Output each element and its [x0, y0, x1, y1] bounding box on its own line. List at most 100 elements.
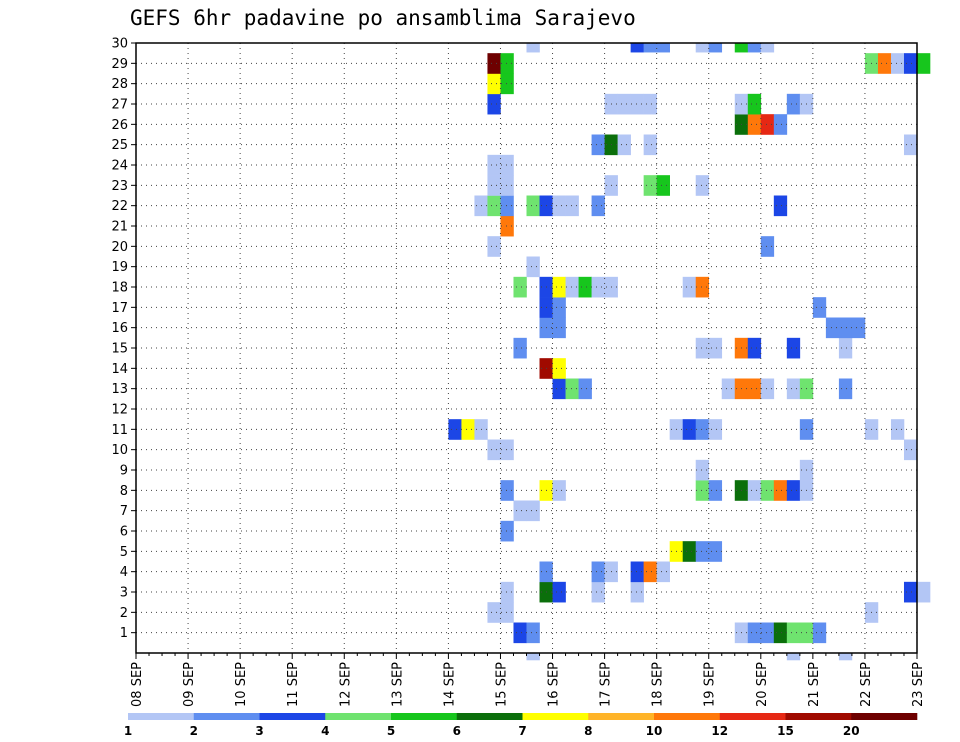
legend-swatch — [193, 713, 260, 720]
heatmap-cell — [747, 480, 762, 501]
heatmap-cell — [513, 276, 527, 298]
heatmap-cell — [786, 480, 801, 501]
y-tick-label: 25 — [111, 138, 128, 153]
heatmap-cell — [747, 622, 762, 644]
cells-layer — [448, 43, 931, 661]
heatmap-cell — [643, 175, 657, 196]
heatmap-cell — [656, 43, 670, 53]
x-tick-label: 11 SEP — [286, 662, 301, 707]
x-tick-label: 15 SEP — [494, 662, 509, 707]
x-tick-label: 18 SEP — [651, 662, 666, 707]
heatmap-cell — [487, 602, 501, 623]
y-tick-label: 20 — [111, 240, 128, 255]
heatmap-cell — [552, 276, 566, 298]
heatmap-cell — [630, 93, 644, 115]
heatmap-cell — [448, 419, 462, 440]
y-tick-label: 2 — [120, 606, 128, 621]
y-tick-label: 22 — [111, 199, 128, 214]
heatmap-cell — [695, 541, 710, 562]
heatmap-cell — [695, 419, 710, 440]
heatmap-cell — [760, 480, 775, 501]
heatmap-cell — [682, 276, 697, 298]
heatmap-cell — [526, 653, 540, 661]
heatmap-cell — [747, 337, 762, 359]
heatmap-cell — [760, 622, 775, 644]
heatmap-cell — [513, 500, 527, 522]
heatmap-cell — [487, 53, 501, 74]
heatmap-cell — [565, 195, 579, 217]
x-tick-label: 14 SEP — [442, 662, 457, 707]
heatmap-cell — [591, 561, 605, 583]
legend-swatch — [456, 713, 523, 720]
heatmap-cell — [760, 236, 775, 257]
heatmap-cell — [708, 541, 723, 562]
y-tick-label: 18 — [111, 281, 128, 296]
heatmap-cell — [565, 276, 579, 298]
legend-label: 10 — [646, 724, 663, 738]
heatmap-cell — [773, 480, 788, 501]
y-tick-label: 10 — [111, 443, 128, 458]
y-tick-label: 23 — [111, 179, 128, 194]
grid-layer — [136, 43, 917, 653]
heatmap-cell — [786, 622, 801, 644]
heatmap-cell — [500, 175, 514, 196]
y-tick-label: 29 — [111, 57, 128, 72]
x-tick-label: 22 SEP — [859, 662, 874, 707]
heatmap-cell — [708, 337, 723, 359]
legend-label: 15 — [777, 724, 794, 738]
heatmap-cell — [851, 317, 866, 339]
heatmap-cell — [917, 53, 931, 74]
legend-label: 8 — [584, 724, 592, 738]
heatmap-cell — [500, 53, 514, 74]
heatmap-cell — [630, 561, 644, 583]
heatmap-cell — [552, 581, 566, 603]
y-tick-label: 16 — [111, 321, 128, 336]
legend-swatch — [851, 713, 918, 720]
heatmap-cell — [500, 439, 514, 461]
x-tick-label: 12 SEP — [338, 662, 353, 707]
x-tick-label: 09 SEP — [182, 662, 197, 707]
heatmap-cell — [695, 459, 710, 481]
heatmap-cell — [903, 53, 918, 74]
heatmap-cell — [526, 43, 540, 53]
heatmap-cell — [552, 378, 566, 400]
y-tick-label: 5 — [120, 545, 128, 560]
heatmap-cell — [786, 653, 801, 661]
legend-swatch — [522, 713, 589, 720]
heatmap-cell — [565, 378, 579, 400]
chart-title: GEFS 6hr padavine po ansamblima Sarajevo — [130, 6, 636, 30]
heatmap-cell — [812, 297, 827, 318]
heatmap-cell — [890, 419, 905, 440]
heatmap-cell — [552, 195, 566, 217]
heatmap-cell — [695, 480, 710, 501]
legend-label: 1 — [124, 724, 132, 738]
heatmap-cell — [500, 581, 514, 603]
y-tick-label: 12 — [111, 403, 128, 418]
heatmap-cell — [695, 337, 710, 359]
heatmap-cell — [890, 53, 905, 74]
legend-layer: 1 2 3 4 5 6 7 8 10 12 15 20 — [124, 713, 918, 738]
heatmap-cell — [682, 541, 697, 562]
legend-swatch — [325, 713, 392, 720]
legend-label: 12 — [711, 724, 728, 738]
legend-swatch — [259, 713, 326, 720]
legend-label: 2 — [190, 724, 198, 738]
x-tick-label: 17 SEP — [599, 662, 614, 707]
y-tick-label: 15 — [111, 342, 128, 357]
y-tick-label: 27 — [111, 98, 128, 113]
x-tick-label: 08 SEP — [130, 662, 145, 707]
heatmap-cell — [708, 480, 723, 501]
x-tick-label: 16 SEP — [547, 662, 562, 707]
y-tick-label: 30 — [111, 37, 128, 52]
heatmap-cell — [500, 480, 514, 501]
heatmap-cell — [617, 134, 631, 156]
legend-swatch — [785, 713, 852, 720]
x-tick-label: 21 SEP — [807, 662, 822, 707]
heatmap-cell — [630, 581, 644, 603]
heatmap-cell — [591, 134, 605, 156]
y-tick-label: 28 — [111, 77, 128, 92]
y-tick-label: 21 — [111, 220, 128, 235]
heatmap-cell — [825, 317, 840, 339]
heatmap-cell — [747, 93, 762, 115]
